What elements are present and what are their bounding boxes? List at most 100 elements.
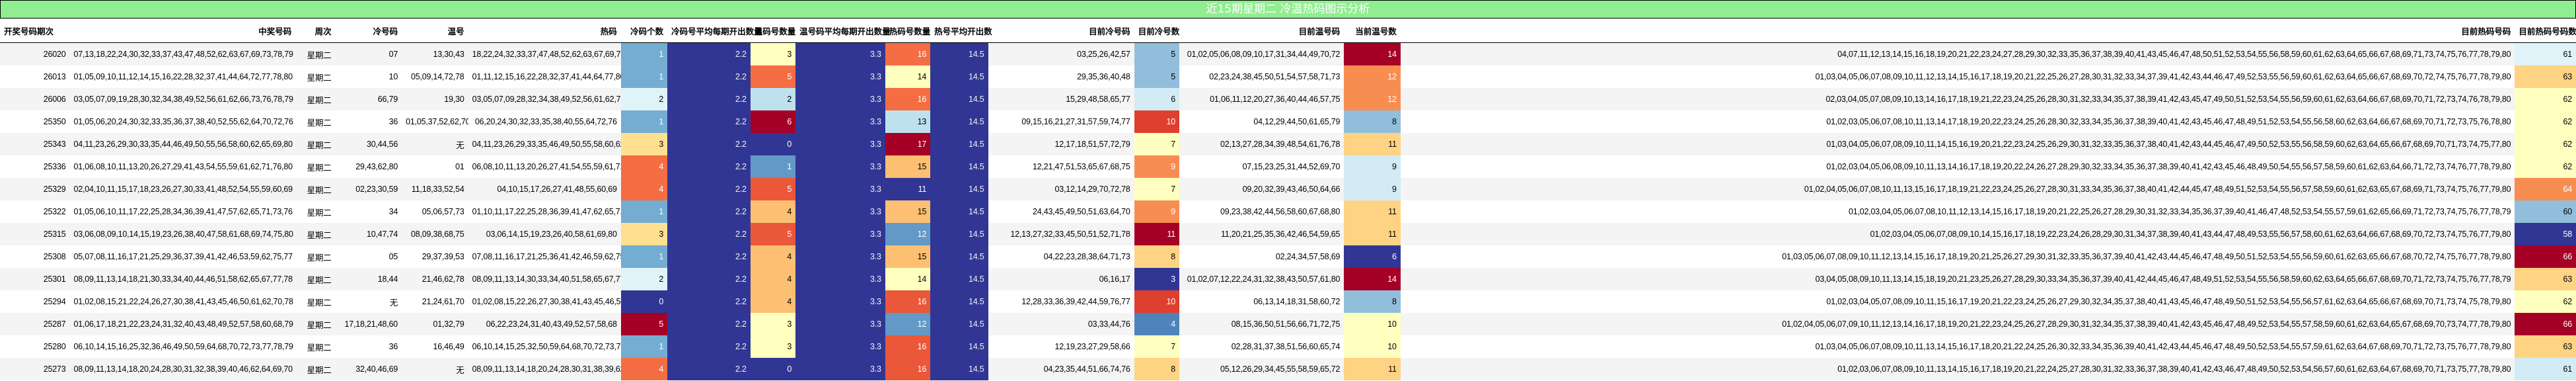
weekday-cell: 星期二 [295,155,336,178]
table-row[interactable]: 25350 01,05,06,20,24,30,32,33,35,36,37,38… [0,110,2576,133]
current-warm-codes-cell: 05,12,26,29,34,45,55,58,59,65,72 [1179,358,1344,380]
column-header-current-hot-count[interactable]: 目前热码号码数量 [2515,19,2576,43]
current-warm-count-cell: 10 [1344,335,1401,358]
current-warm-codes-cell: 08,15,36,50,51,56,66,71,72,75 [1179,313,1344,335]
header-row: 开奖号码期次 中奖号码 周次 冷号码 温号 热码 冷码个数 冷码号平均每期开出数量 温码号数量温… [0,19,2576,43]
hot-codes-cell: 06,22,23,24,31,40,43,49,52,57,58,68 [468,313,621,335]
column-header-warm-count[interactable]: 温码号数量 [750,19,795,43]
table-row[interactable]: 25315 03,06,08,09,10,14,15,19,23,26,38,40… [0,223,2576,245]
cold-codes-cell: 34 [335,200,402,223]
table-row[interactable]: 25294 01,02,08,15,21,22,24,26,27,30,38,41… [0,290,2576,313]
warm-codes-cell: 21,24,61,70 [402,290,468,313]
column-header-winning-numbers[interactable]: 中奖号码 [69,19,296,43]
weekday-cell: 星期二 [295,200,336,223]
cold-codes-cell: 36 [335,110,402,133]
column-header-hot-avg[interactable]: 热号平均开出数 [930,19,992,43]
current-warm-count-cell: 8 [1344,110,1401,133]
warm-count-cell: 5 [750,178,796,200]
cold-avg-cell: 2.2 [667,335,751,358]
warm-codes-cell: 无 [402,358,468,380]
period-cell: 25273 [0,358,70,380]
current-hot-codes-cell: 01,02,03,04,05,06,07,08,09,10,14,15,16,1… [1400,223,2515,245]
column-header-warm-codes[interactable]: 温号 [402,19,468,43]
current-hot-codes-cell: 01,02,03,05,06,07,08,10,11,13,14,17,18,1… [1400,110,2515,133]
hot-avg-cell: 14.5 [930,200,988,223]
warm-count-cell: 1 [750,155,796,178]
warm-codes-cell: 05,09,14,72,78 [402,65,468,88]
table-row[interactable]: 25343 04,11,23,26,29,30,33,35,44,46,49,50… [0,133,2576,155]
current-warm-codes-cell: 02,28,31,37,38,51,56,60,65,74 [1179,335,1344,358]
table-row[interactable]: 25280 06,10,14,15,16,25,32,36,46,49,50,59… [0,335,2576,358]
current-hot-codes-cell: 01,02,03,04,05,07,08,09,10,11,15,16,17,1… [1400,290,2515,313]
cold-count-cell: 2 [620,88,668,110]
current-hot-count-cell: 64 [2515,178,2576,200]
current-hot-count-cell: 60 [2515,200,2576,223]
column-header-current-hot-codes[interactable]: 目前热码号码 [1400,19,2515,43]
column-header-weekday[interactable]: 周次 [295,19,336,43]
period-cell: 25336 [0,155,70,178]
cold-avg-cell: 2.2 [667,245,751,268]
column-header-hot-codes[interactable]: 热码 [468,19,621,43]
current-hot-codes-cell: 04,07,11,12,13,14,15,16,18,19,20,21,22,2… [1400,42,2515,65]
column-header-current-cold-codes[interactable]: 目前冷号码 [988,19,1134,43]
current-warm-count-cell: 10 [1344,313,1401,335]
hot-avg-cell: 14.5 [930,155,988,178]
hot-codes-cell: 04,11,23,26,29,33,35,46,49,50,55,58,60,6… [468,133,621,155]
hot-codes-cell: 08,09,11,13,14,18,20,24,28,30,31,38,39,6… [468,358,621,380]
period-cell: 25315 [0,223,70,245]
analysis-table: 开奖号码期次 中奖号码 周次 冷号码 温号 热码 冷码个数 冷码号平均每期开出数量 温码号数量温… [0,19,2576,380]
hot-count-cell: 12 [885,223,931,245]
warm-avg-cell: 3.3 [795,133,885,155]
cold-avg-cell: 2.2 [667,155,751,178]
table-row[interactable]: 25301 08,09,11,13,14,18,21,30,33,34,40,44… [0,268,2576,290]
current-cold-count-cell: 10 [1134,110,1180,133]
table-row[interactable]: 26020 07,13,18,22,24,30,32,33,37,43,47,48… [0,42,2576,65]
cold-codes-cell: 无 [335,290,402,313]
winning-numbers-cell: 03,05,07,09,19,28,30,32,34,38,49,52,56,6… [69,88,296,110]
period-cell: 26020 [0,42,70,65]
cold-avg-cell: 2.2 [667,223,751,245]
column-header-cold-avg[interactable]: 冷码号平均每期开出数量 [667,19,762,43]
table-row[interactable]: 25329 02,04,10,11,15,17,18,23,26,27,30,33… [0,178,2576,200]
table-row[interactable]: 25273 08,09,11,13,14,18,20,24,28,30,31,32… [0,358,2576,380]
column-header-hot-count[interactable]: 热码号数量 [885,19,930,43]
column-header-current-cold-count[interactable]: 目前冷号数 [1134,19,1179,43]
table-row[interactable]: 25336 01,06,08,10,11,13,20,26,27,29,41,43… [0,155,2576,178]
table-row[interactable]: 25287 01,06,17,18,21,22,23,24,31,32,40,43… [0,313,2576,335]
current-warm-codes-cell: 06,13,14,18,31,58,60,72 [1179,290,1344,313]
cold-codes-cell: 36 [335,335,402,358]
period-cell: 25301 [0,268,70,290]
current-warm-count-cell: 11 [1344,223,1401,245]
current-warm-count-cell: 14 [1344,42,1401,65]
cold-count-cell: 1 [620,335,668,358]
table-row[interactable]: 25322 01,05,06,10,11,17,22,25,28,34,36,39… [0,200,2576,223]
cold-avg-cell: 2.2 [667,290,751,313]
cold-count-cell: 1 [620,42,668,65]
period-cell: 26013 [0,65,70,88]
column-header-current-warm-codes[interactable]: 目前温号码 [1179,19,1344,43]
table-row[interactable]: 26013 01,05,09,10,11,12,14,15,16,22,28,32… [0,65,2576,88]
current-cold-count-cell: 7 [1134,335,1180,358]
column-header-warm-avg[interactable]: 温号码平均每期开出数量 [795,19,891,43]
cold-count-cell: 3 [620,133,668,155]
winning-numbers-cell: 01,06,08,10,11,13,20,26,27,29,41,43,54,5… [69,155,296,178]
current-cold-codes-cell: 12,28,33,36,39,42,44,59,76,77 [988,290,1134,313]
current-warm-codes-cell: 07,15,23,25,31,44,52,69,70 [1179,155,1344,178]
column-header-period[interactable]: 开奖号码期次 [0,19,70,43]
page-title: 近15期星期二 冷温热码图示分析 [0,0,2576,19]
table-row[interactable]: 25308 05,07,08,11,16,17,21,25,29,36,37,39… [0,245,2576,268]
table-row[interactable]: 26006 03,05,07,09,19,28,30,32,34,38,49,52… [0,88,2576,110]
current-hot-count-cell: 62 [2515,155,2576,178]
warm-codes-cell: 11,18,33,52,54 [402,178,468,200]
column-header-current-warm-count[interactable]: 当前温号数 [1344,19,1401,43]
warm-codes-cell: 13,30,43 [402,42,468,65]
warm-count-cell: 5 [750,65,796,88]
warm-count-cell: 6 [750,110,796,133]
current-hot-codes-cell: 01,02,03,04,05,06,08,09,10,11,13,14,16,1… [1400,155,2515,178]
hot-count-cell: 16 [885,88,931,110]
warm-count-cell: 0 [750,358,796,380]
column-header-cold-count[interactable]: 冷码个数 [620,19,668,43]
column-header-cold-codes[interactable]: 冷号码 [335,19,402,43]
cold-count-cell: 1 [620,245,668,268]
period-cell: 25350 [0,110,70,133]
